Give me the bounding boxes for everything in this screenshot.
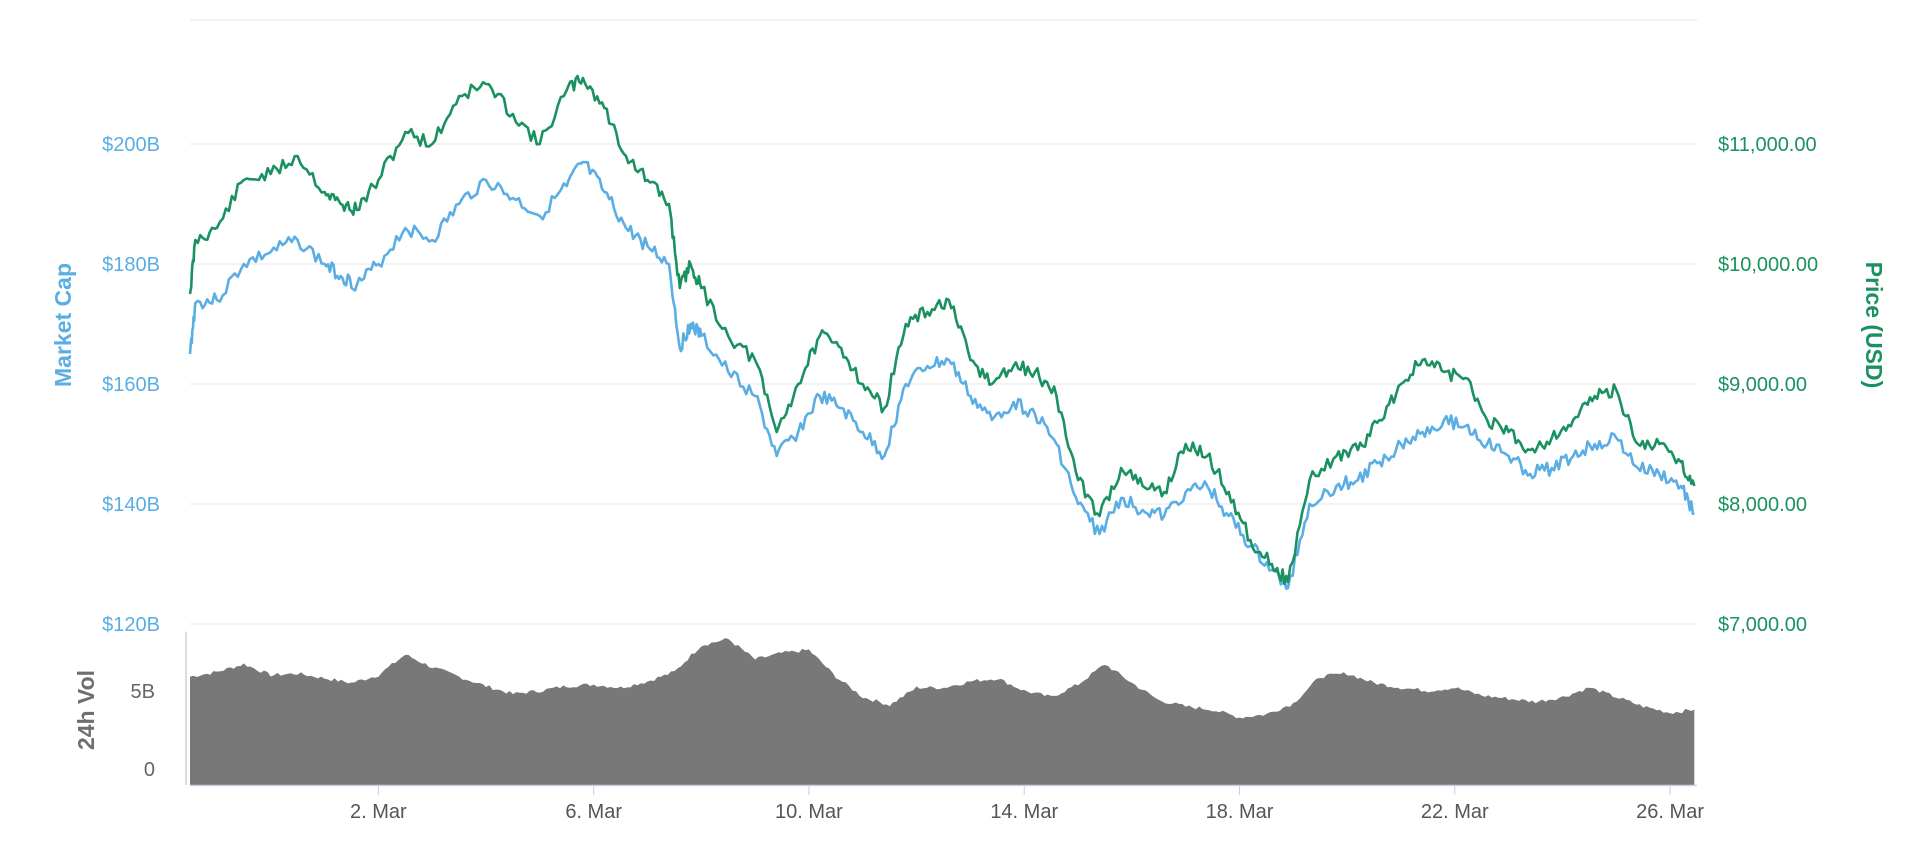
market-cap-tick-label: $140B [102, 494, 160, 516]
market-cap-axis-ticks: $120B $140B $160B $180B $200B [102, 134, 160, 636]
volume-area [190, 638, 1695, 785]
price-tick-label: $10,000.00 [1718, 254, 1818, 276]
price-tick-label: $11,000.00 [1718, 134, 1817, 156]
line-series [188, 74, 1696, 590]
volume-tick-label: 5B [131, 681, 155, 703]
price-axis-title: Price (USD) [1861, 262, 1887, 389]
x-tick-label: 22. Mar [1421, 801, 1489, 823]
price-tick-label: $8,000.00 [1718, 494, 1807, 516]
price-line [188, 74, 1696, 586]
market-cap-line [188, 160, 1695, 590]
x-tick-label: 6. Mar [565, 801, 622, 823]
market-cap-axis-title: Market Cap [50, 263, 76, 387]
x-tick-label: 2. Mar [350, 801, 407, 823]
axis-titles: Market Cap Price (USD) 24h Vol [50, 262, 1887, 750]
market-cap-tick-label: $180B [102, 254, 160, 276]
market-cap-tick-label: $120B [102, 614, 160, 636]
price-axis-ticks: $7,000.00 $8,000.00 $9,000.00 $10,000.00 $11… [1718, 134, 1818, 636]
x-axis-ticks: 2. Mar 6. Mar 10. Mar 14. Mar 18. Mar 22. Mar… [350, 785, 1704, 823]
x-tick-label: 14. Mar [990, 801, 1058, 823]
price-tick-label: $9,000.00 [1718, 374, 1807, 396]
x-tick-label: 26. Mar [1636, 801, 1704, 823]
volume-axis-title: 24h Vol [73, 670, 99, 750]
grid-lines [190, 19, 1697, 625]
axis-lines [185, 632, 1697, 787]
volume-tick-label: 0 [144, 759, 155, 781]
volume-series [190, 638, 1695, 785]
market-cap-tick-label: $160B [102, 374, 160, 396]
market-cap-tick-label: $200B [102, 134, 160, 156]
volume-axis-ticks: 0 5B [131, 681, 155, 781]
price-tick-label: $7,000.00 [1718, 614, 1807, 636]
x-tick-label: 18. Mar [1206, 801, 1274, 823]
x-tick-label: 10. Mar [775, 801, 843, 823]
